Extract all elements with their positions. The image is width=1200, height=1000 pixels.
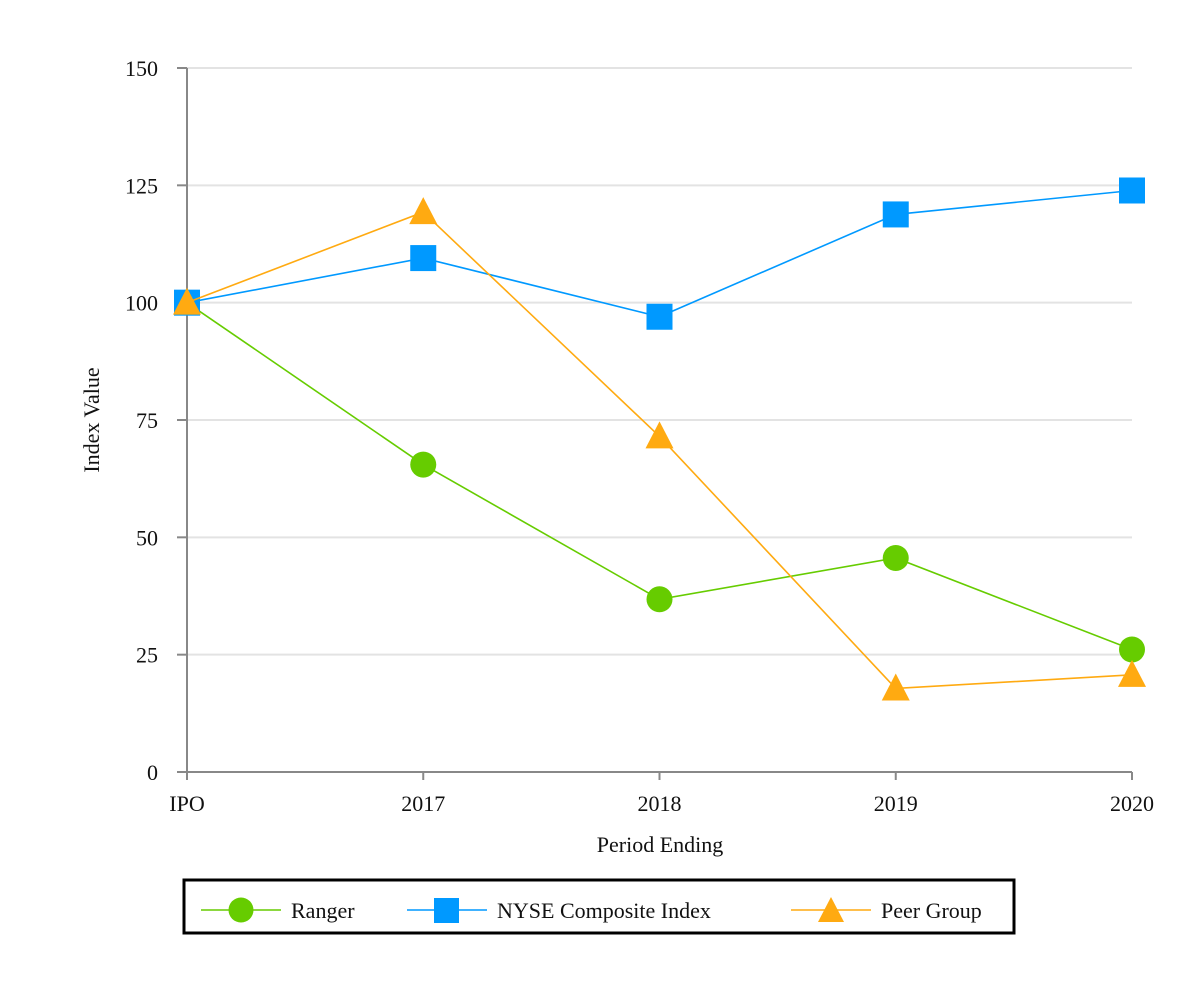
x-tick-label: 2018 xyxy=(638,791,682,816)
x-tick-label: 2019 xyxy=(874,791,918,816)
series xyxy=(173,177,1146,701)
gridlines xyxy=(187,67,1132,656)
data-point-nyse-composite-index xyxy=(882,201,909,228)
data-point-peer-group xyxy=(409,197,438,225)
series-peer-group xyxy=(173,197,1146,701)
x-tick-label: IPO xyxy=(169,791,204,816)
legend-label-ranger: Ranger xyxy=(291,898,355,923)
y-tick-label: 150 xyxy=(125,56,158,81)
legend-marker-triangle xyxy=(818,897,844,922)
data-point-ranger xyxy=(1119,636,1145,663)
y-tick-label: 0 xyxy=(147,760,158,785)
legend-item-peer-group: Peer Group xyxy=(791,897,982,923)
series-line-peer-group xyxy=(186,211,1133,690)
data-point-peer-group xyxy=(1118,659,1146,687)
data-point-ranger xyxy=(882,544,909,571)
y-tick-label: 100 xyxy=(125,291,158,316)
legend-label-nyse: NYSE Composite Index xyxy=(497,898,711,923)
y-tick-label: 50 xyxy=(136,525,158,550)
data-point-ranger xyxy=(646,586,673,613)
y-axis-title: Index Value xyxy=(79,367,104,472)
x-tick-label: 2017 xyxy=(401,791,445,816)
y-tick-label: 25 xyxy=(136,643,158,668)
legend-item-ranger: Ranger xyxy=(201,897,355,923)
legend-box xyxy=(182,878,1016,935)
legend-marker-circle xyxy=(228,897,254,923)
series-line-nyse-composite-index xyxy=(186,189,1133,318)
legend-label-peer-group: Peer Group xyxy=(881,898,982,923)
data-point-nyse-composite-index xyxy=(646,303,673,330)
data-point-peer-group xyxy=(173,287,201,315)
series-ranger xyxy=(174,289,1145,663)
x-axis-title: Period Ending xyxy=(597,832,724,857)
x-tick-label: 2020 xyxy=(1110,791,1154,816)
data-point-ranger xyxy=(410,451,437,478)
ticks: 0 25 50 75 100 125 150 IPO 2017 2018 2019 2020 xyxy=(125,56,1154,816)
legend-marker-square xyxy=(434,898,459,923)
y-tick-label: 75 xyxy=(136,408,158,433)
data-point-peer-group xyxy=(645,421,674,449)
data-point-nyse-composite-index xyxy=(1119,177,1145,204)
data-point-peer-group xyxy=(881,673,910,701)
legend-item-nyse: NYSE Composite Index xyxy=(407,898,711,923)
data-point-nyse-composite-index xyxy=(410,245,437,272)
legend: Ranger NYSE Composite Index Peer Group xyxy=(182,878,1016,935)
series-nyse-composite-index xyxy=(174,177,1145,330)
y-tick-label: 125 xyxy=(125,173,158,198)
